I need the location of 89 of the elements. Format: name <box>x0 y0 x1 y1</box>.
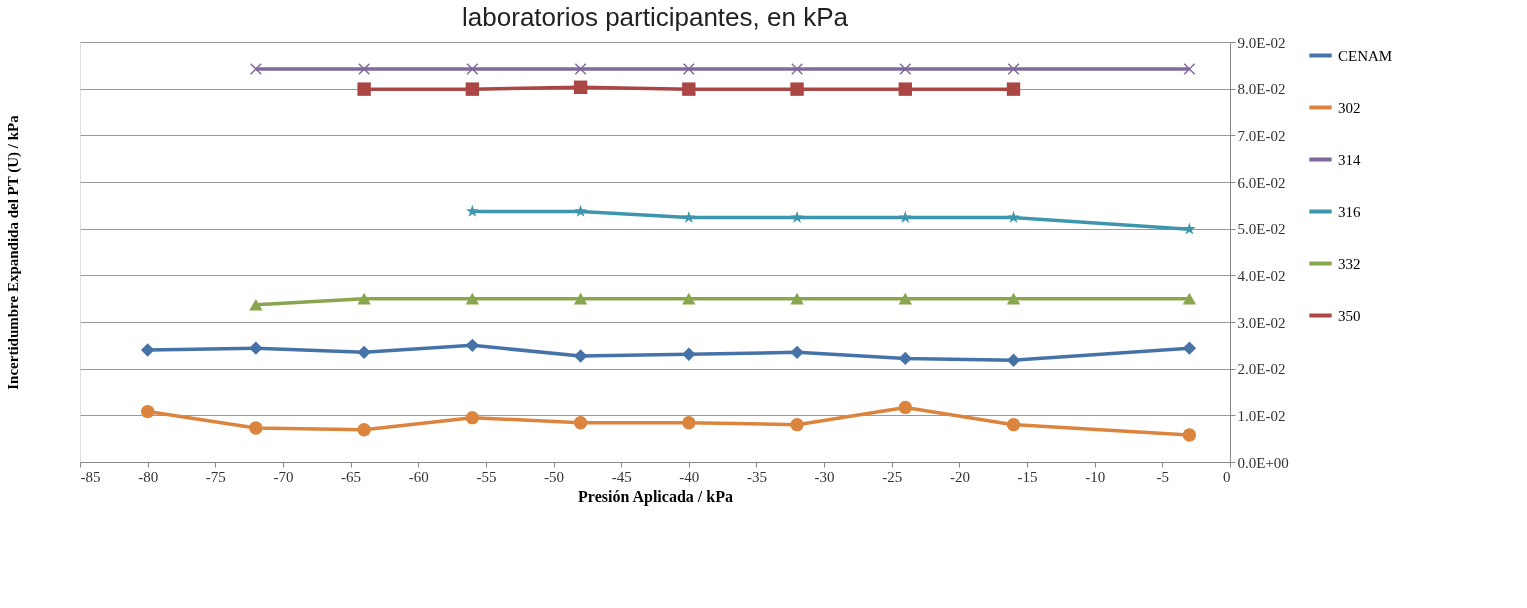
x-tick-label: -60 <box>408 468 429 485</box>
legend-label: 302 <box>1338 99 1361 116</box>
point <box>1183 63 1196 76</box>
x-tick-label: -45 <box>611 468 632 485</box>
point <box>249 63 262 76</box>
x-tick-label: -55 <box>476 468 497 485</box>
point <box>465 204 479 217</box>
point <box>1182 428 1197 442</box>
point <box>574 204 587 217</box>
point <box>140 404 155 419</box>
point <box>357 292 371 305</box>
point <box>682 82 696 96</box>
point <box>466 63 479 76</box>
point <box>1182 341 1197 355</box>
x-tick-label: -70 <box>273 468 294 485</box>
point <box>249 298 263 311</box>
y-axis-title: Incertidumbre Expandida del PT (U) / kPa <box>4 114 22 390</box>
point <box>899 63 912 76</box>
point <box>1006 353 1021 367</box>
point <box>790 210 804 223</box>
x-tick-label: -30 <box>814 468 835 485</box>
y-tick-label: 0.0E+00 <box>1237 454 1289 471</box>
point <box>1006 82 1021 96</box>
point <box>790 417 804 432</box>
point <box>898 292 912 305</box>
point <box>573 349 588 363</box>
x-tick-label: -50 <box>544 468 565 485</box>
y-tick-label: 9.0E-02 <box>1237 34 1286 51</box>
x-tick-label: -80 <box>138 468 159 485</box>
x-tick-label: -25 <box>882 468 903 485</box>
x-tick-label: -5 <box>1156 468 1170 485</box>
legend-label: 350 <box>1338 307 1361 324</box>
x-tick-label: -10 <box>1085 468 1106 485</box>
point <box>682 416 696 430</box>
y-tick-label: 8.0E-02 <box>1237 81 1286 98</box>
point <box>357 423 371 437</box>
point <box>898 82 912 96</box>
chart-title: laboratorios participantes, en kPa <box>462 2 849 32</box>
y-tick-label: 7.0E-02 <box>1237 127 1286 144</box>
point <box>1183 222 1196 235</box>
point <box>1007 210 1020 223</box>
y-tick-label: 1.0E-02 <box>1237 407 1286 424</box>
point <box>682 63 695 76</box>
point <box>898 210 912 223</box>
legend-label: 314 <box>1338 151 1361 168</box>
point <box>898 351 912 366</box>
point <box>791 63 804 76</box>
legend-label: CENAM <box>1338 47 1393 64</box>
x-tick-label: -40 <box>679 468 700 485</box>
y-tick-label: 4.0E-02 <box>1237 267 1286 284</box>
x-tick-label: -65 <box>341 468 362 485</box>
point <box>1006 417 1021 432</box>
legend-label: 332 <box>1338 255 1361 272</box>
point <box>249 341 263 355</box>
x-tick-label: -75 <box>205 468 226 485</box>
y-tick-label: 5.0E-02 <box>1237 221 1286 238</box>
point <box>573 80 588 94</box>
point <box>465 410 480 425</box>
point <box>573 416 588 430</box>
point <box>465 82 480 96</box>
point <box>573 292 588 305</box>
point <box>249 421 263 435</box>
point <box>1007 63 1020 76</box>
point <box>140 343 155 357</box>
y-tick-label: 3.0E-02 <box>1237 314 1286 331</box>
x-tick-label: -85 <box>80 468 101 485</box>
y-tick-label: 2.0E-02 <box>1237 361 1286 378</box>
x-tick-label: -20 <box>949 468 970 485</box>
point <box>465 292 480 305</box>
point <box>465 338 480 353</box>
point <box>357 345 371 360</box>
point <box>898 400 912 415</box>
y-tick-label: 6.0E-02 <box>1237 174 1286 191</box>
x-tick-label: -15 <box>1017 468 1038 485</box>
point <box>790 292 804 305</box>
point <box>357 82 371 96</box>
point <box>682 347 696 361</box>
point <box>790 345 804 360</box>
point <box>682 292 696 305</box>
x-tick-label: -35 <box>746 468 767 485</box>
point <box>1006 292 1021 305</box>
point <box>1182 292 1197 305</box>
point <box>358 63 371 76</box>
point <box>574 63 587 76</box>
x-axis-title: Presión Aplicada / kPa <box>578 487 733 506</box>
x-tick-label: 0 <box>1223 468 1231 485</box>
point <box>682 210 696 223</box>
point <box>790 82 804 96</box>
legend-label: 316 <box>1338 203 1361 220</box>
